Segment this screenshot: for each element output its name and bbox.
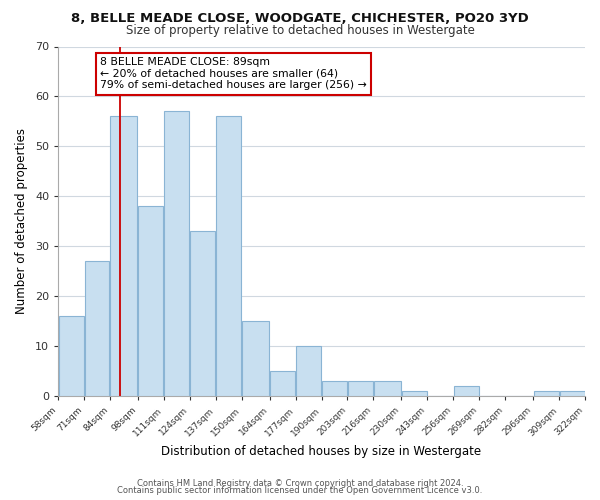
Bar [164, 112, 190, 397]
Text: 8, BELLE MEADE CLOSE, WOODGATE, CHICHESTER, PO20 3YD: 8, BELLE MEADE CLOSE, WOODGATE, CHICHEST… [71, 12, 529, 26]
Text: Size of property relative to detached houses in Westergate: Size of property relative to detached ho… [125, 24, 475, 37]
Text: Contains HM Land Registry data © Crown copyright and database right 2024.: Contains HM Land Registry data © Crown c… [137, 478, 463, 488]
Y-axis label: Number of detached properties: Number of detached properties [15, 128, 28, 314]
Bar [270, 372, 295, 396]
Bar [348, 382, 373, 396]
Bar [242, 322, 269, 396]
Bar [190, 232, 215, 396]
Bar [322, 382, 347, 396]
Bar [560, 392, 584, 396]
Bar [533, 392, 559, 396]
Text: Contains public sector information licensed under the Open Government Licence v3: Contains public sector information licen… [118, 486, 482, 495]
Bar [59, 316, 83, 396]
X-axis label: Distribution of detached houses by size in Westergate: Distribution of detached houses by size … [161, 444, 482, 458]
Bar [296, 346, 321, 397]
Bar [374, 382, 401, 396]
Bar [216, 116, 241, 396]
Bar [454, 386, 479, 396]
Text: 8 BELLE MEADE CLOSE: 89sqm
← 20% of detached houses are smaller (64)
79% of semi: 8 BELLE MEADE CLOSE: 89sqm ← 20% of deta… [100, 57, 367, 90]
Bar [139, 206, 163, 396]
Bar [110, 116, 137, 396]
Bar [402, 392, 427, 396]
Bar [85, 262, 109, 396]
